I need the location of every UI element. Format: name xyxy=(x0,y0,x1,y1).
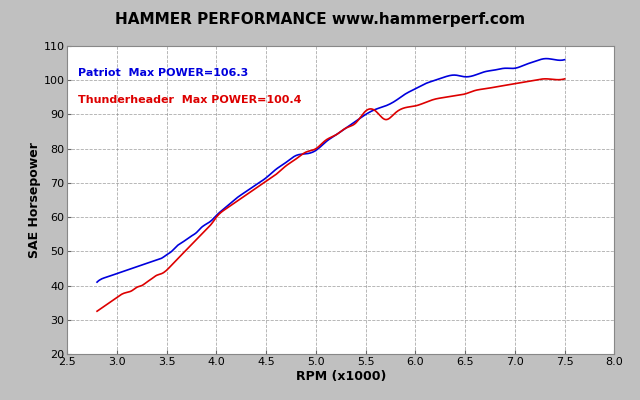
Text: HAMMER PERFORMANCE www.hammerperf.com: HAMMER PERFORMANCE www.hammerperf.com xyxy=(115,12,525,27)
Text: Thunderheader  Max POWER=100.4: Thunderheader Max POWER=100.4 xyxy=(78,95,301,105)
Text: Patriot  Max POWER=106.3: Patriot Max POWER=106.3 xyxy=(78,68,248,78)
X-axis label: RPM (x1000): RPM (x1000) xyxy=(296,370,386,382)
Y-axis label: SAE Horsepower: SAE Horsepower xyxy=(28,142,41,258)
